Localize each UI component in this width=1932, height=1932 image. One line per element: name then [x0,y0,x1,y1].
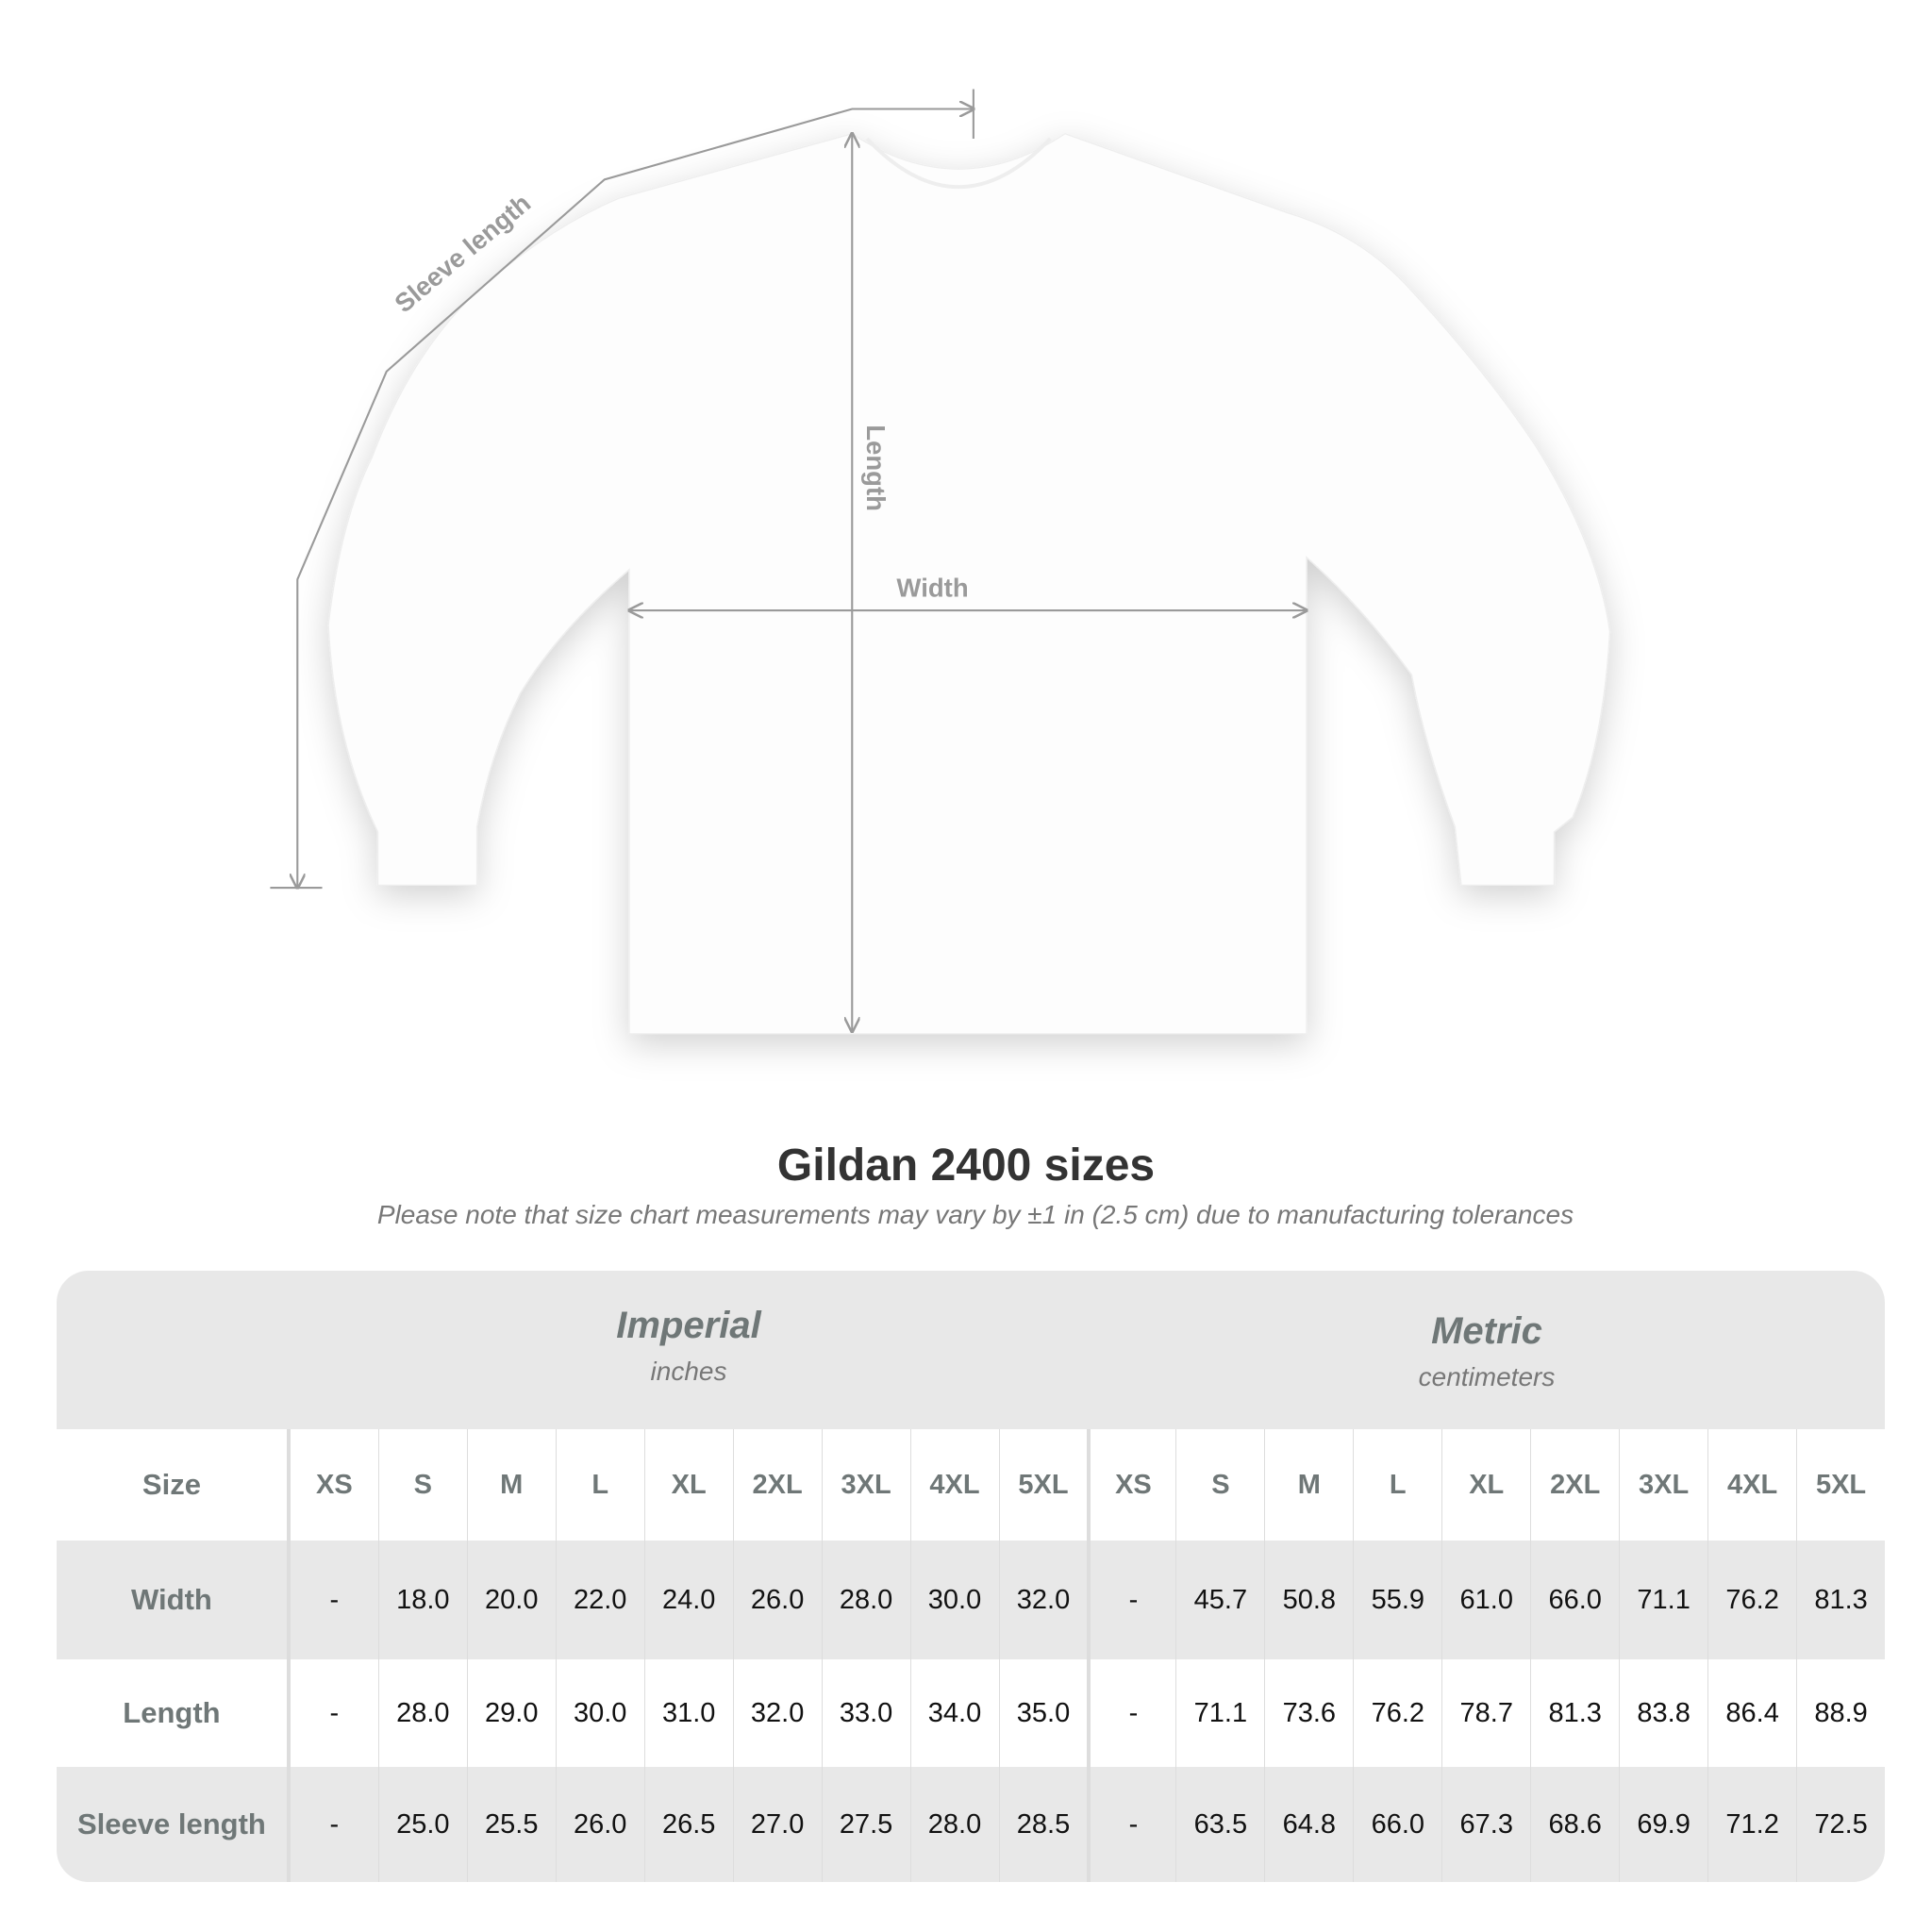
imperial-value-cell: 32.0 [732,1659,822,1767]
metric-value-cell: 63.5 [1175,1767,1264,1882]
metric-size-header: 5XL [1796,1429,1885,1541]
imperial-title: Imperial [616,1305,761,1346]
metric-value-cell: 71.2 [1707,1767,1796,1882]
metric-value-cell: 78.7 [1441,1659,1530,1767]
imperial-size-header: 3XL [821,1429,910,1541]
metric-value-cell: 86.4 [1707,1659,1796,1767]
tolerance-note: Please note that size chart measurements… [376,1200,1574,1229]
metric-value-cell: 64.8 [1264,1767,1353,1882]
imperial-value-cell: 25.5 [466,1767,556,1882]
table-row: Sleeve length -25.0 25.5 26.0 26.5 27.0 27.5 28… [57,1767,1885,1882]
shirt-illustration: Sleeve length Length Width [270,89,1611,1035]
imperial-value-cell: 29.0 [466,1659,556,1767]
metric-value-cell: 71.1 [1175,1659,1264,1767]
metric-value-cell: 76.2 [1707,1541,1796,1659]
metric-value-cell: - [1087,1659,1175,1767]
imperial-value-cell: 27.0 [732,1767,822,1882]
metric-value-cell: 71.1 [1619,1541,1707,1659]
imperial-value-cell: 27.5 [821,1767,910,1882]
table-row: Width -18.0 20.0 22.0 24.0 26.0 28.0 30.0 32.0-4… [57,1541,1885,1659]
imperial-value-cell: 20.0 [466,1541,556,1659]
imperial-value-cell: 26.5 [643,1767,733,1882]
length-label: Length [861,425,891,511]
table-row: Length -28.0 29.0 30.0 31.0 32.0 33.0 34.0 35.0-… [57,1659,1885,1767]
width-label: Width [896,574,968,603]
metric-size-header: S [1175,1429,1264,1541]
imperial-size-header: XS [289,1429,378,1541]
metric-value-cell: 69.9 [1619,1767,1707,1882]
imperial-value-cell: 18.0 [377,1541,467,1659]
metric-value-cell: 73.6 [1264,1659,1353,1767]
imperial-value-cell: 26.0 [732,1541,822,1659]
imperial-value-cell: 31.0 [643,1659,733,1767]
imperial-value-cell: 34.0 [909,1659,999,1767]
metric-value-cell: 76.2 [1353,1659,1441,1767]
page-title: Gildan 2400 sizes [776,1141,1156,1191]
imperial-unit: inches [650,1357,727,1386]
metric-value-cell: 81.3 [1796,1541,1885,1659]
metric-value-cell: 83.8 [1619,1659,1707,1767]
metric-size-header: XS [1087,1429,1175,1541]
metric-value-cell: 81.3 [1530,1659,1619,1767]
imperial-size-header: XL [643,1429,733,1541]
metric-size-header: 2XL [1530,1429,1619,1541]
imperial-size-header: 2XL [732,1429,822,1541]
imperial-value-cell: 28.0 [909,1767,999,1882]
size-table: Imperial inches Metric centimeters Size X… [57,1271,1885,1882]
metric-size-header: XL [1441,1429,1530,1541]
metric-size-header: 4XL [1707,1429,1796,1541]
size-header-row: Size XS S M L XL 2XL 3XL 4XL 5XL XS S M L XL 2XL 3XL 4XL 5… [57,1429,1885,1541]
imperial-value-cell: 22.0 [555,1541,644,1659]
metric-value-cell: 72.5 [1796,1767,1885,1882]
metric-value-cell: 45.7 [1175,1541,1264,1659]
imperial-value-cell: - [289,1541,378,1659]
imperial-size-header: S [377,1429,467,1541]
unit-header: Imperial inches Metric centimeters [57,1271,1885,1429]
metric-value-cell: 50.8 [1264,1541,1353,1659]
imperial-value-cell: - [289,1659,378,1767]
metric-header: Metric centimeters [1088,1310,1885,1392]
imperial-value-cell: 26.0 [555,1767,644,1882]
metric-value-cell: 66.0 [1530,1541,1619,1659]
imperial-value-cell: 28.0 [377,1659,467,1767]
long-sleeve-shirt [327,133,1611,1035]
metric-value-cell: 55.9 [1353,1541,1441,1659]
metric-size-header: 3XL [1619,1429,1707,1541]
imperial-value-cell: 28.5 [998,1767,1088,1882]
imperial-value-cell: 24.0 [643,1541,733,1659]
imperial-value-cell: 30.0 [909,1541,999,1659]
imperial-value-cell: 32.0 [998,1541,1088,1659]
metric-value-cell: 88.9 [1796,1659,1885,1767]
metric-title: Metric [1431,1310,1542,1352]
metric-size-header: L [1353,1429,1441,1541]
metric-value-cell: 66.0 [1353,1767,1441,1882]
imperial-value-cell: 30.0 [555,1659,644,1767]
imperial-value-cell: 33.0 [821,1659,910,1767]
metric-value-cell: 61.0 [1441,1541,1530,1659]
metric-unit: centimeters [1418,1362,1556,1391]
imperial-size-header: 5XL [998,1429,1088,1541]
sleeve-measure-line [297,108,974,888]
metric-value-cell: - [1087,1767,1175,1882]
row-label: Size [57,1429,290,1541]
imperial-value-cell: 28.0 [821,1541,910,1659]
imperial-header: Imperial inches [290,1305,1088,1387]
metric-value-cell: 67.3 [1441,1767,1530,1882]
metric-value-cell: 68.6 [1530,1767,1619,1882]
metric-size-header: M [1264,1429,1353,1541]
row-label: Length [57,1659,290,1767]
row-label: Width [57,1541,290,1659]
imperial-value-cell: 25.0 [377,1767,467,1882]
imperial-size-header: 4XL [909,1429,999,1541]
row-label: Sleeve length [57,1767,290,1882]
imperial-size-header: M [466,1429,556,1541]
imperial-value-cell: 35.0 [998,1659,1088,1767]
imperial-value-cell: - [289,1767,378,1882]
imperial-size-header: L [555,1429,644,1541]
metric-value-cell: - [1087,1541,1175,1659]
